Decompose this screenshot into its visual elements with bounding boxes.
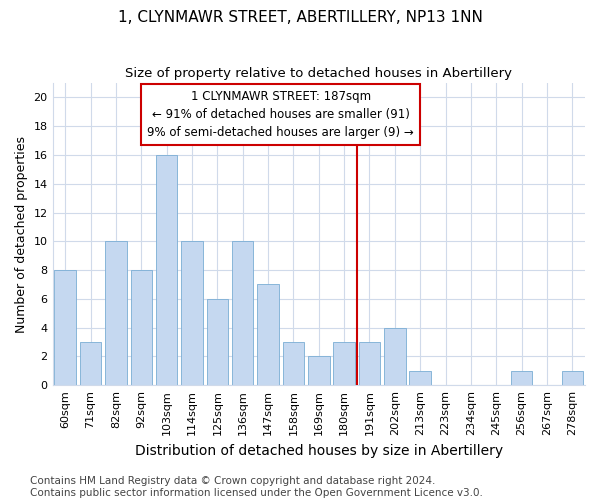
Bar [283, 342, 304, 385]
Text: Contains HM Land Registry data © Crown copyright and database right 2024.
Contai: Contains HM Land Registry data © Crown c… [30, 476, 483, 498]
Bar [131, 270, 152, 385]
Bar [232, 242, 253, 385]
Bar [384, 328, 406, 385]
Bar [308, 356, 329, 385]
Bar [359, 342, 380, 385]
Bar [105, 242, 127, 385]
Y-axis label: Number of detached properties: Number of detached properties [15, 136, 28, 332]
X-axis label: Distribution of detached houses by size in Abertillery: Distribution of detached houses by size … [135, 444, 503, 458]
Bar [156, 155, 178, 385]
Bar [409, 371, 431, 385]
Title: Size of property relative to detached houses in Abertillery: Size of property relative to detached ho… [125, 68, 512, 80]
Bar [181, 242, 203, 385]
Bar [257, 284, 279, 385]
Text: 1, CLYNMAWR STREET, ABERTILLERY, NP13 1NN: 1, CLYNMAWR STREET, ABERTILLERY, NP13 1N… [118, 10, 482, 25]
Bar [511, 371, 532, 385]
Bar [334, 342, 355, 385]
Bar [80, 342, 101, 385]
Bar [562, 371, 583, 385]
Text: 1 CLYNMAWR STREET: 187sqm
← 91% of detached houses are smaller (91)
9% of semi-d: 1 CLYNMAWR STREET: 187sqm ← 91% of detac… [148, 90, 414, 139]
Bar [55, 270, 76, 385]
Bar [206, 299, 228, 385]
